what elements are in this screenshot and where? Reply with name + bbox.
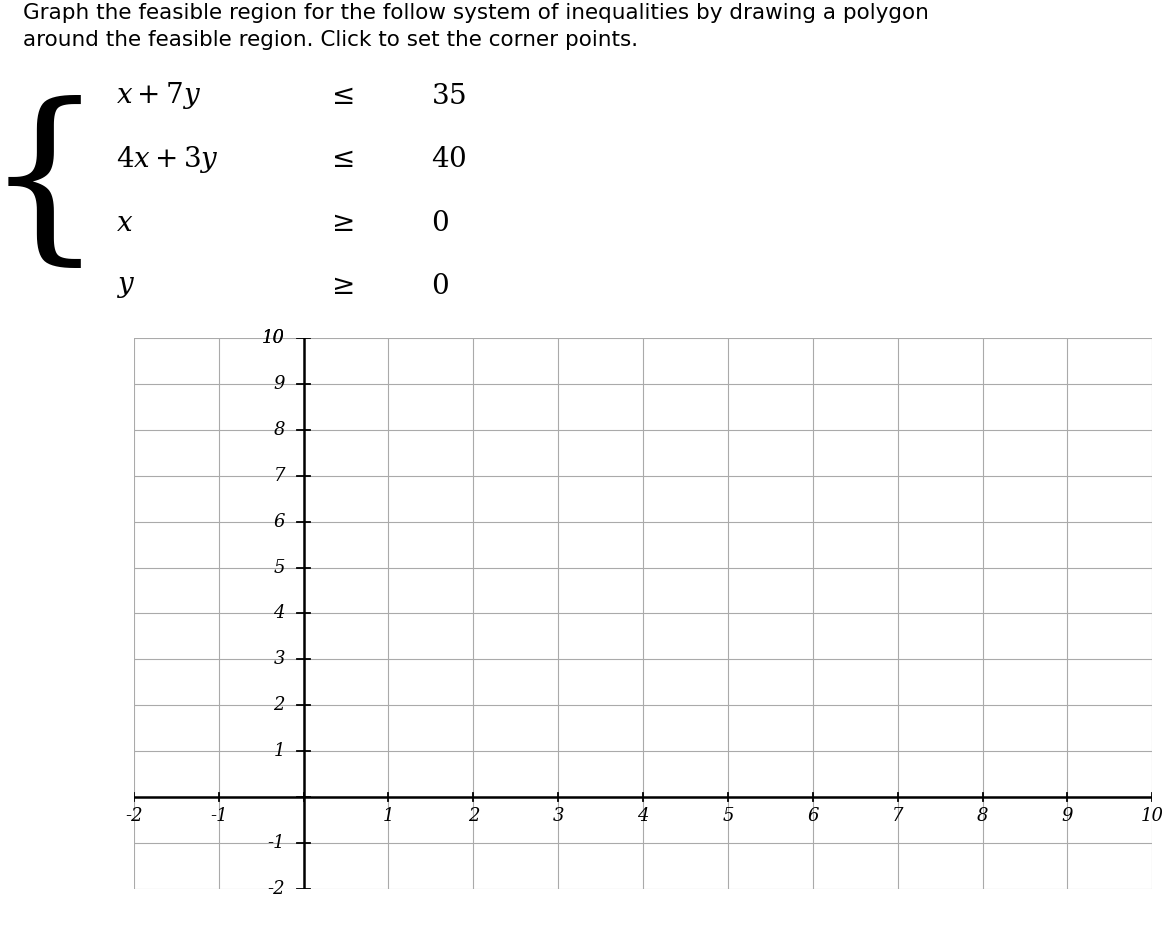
Text: 6: 6: [807, 807, 818, 825]
Text: 1: 1: [274, 743, 285, 760]
Text: -2: -2: [125, 807, 143, 825]
Text: $\geq$: $\geq$: [326, 272, 354, 300]
Text: $\leq$: $\leq$: [326, 81, 354, 110]
Text: {: {: [0, 94, 104, 276]
Text: 10: 10: [262, 329, 285, 347]
Text: 9: 9: [1062, 807, 1073, 825]
Text: 4: 4: [274, 605, 285, 622]
Text: $0$: $0$: [431, 272, 448, 300]
Text: $y$: $y$: [116, 272, 135, 300]
Text: -1: -1: [210, 807, 227, 825]
Text: 6: 6: [274, 513, 285, 531]
Text: 4: 4: [638, 807, 648, 825]
Text: $35$: $35$: [431, 81, 466, 110]
Text: 2: 2: [274, 696, 285, 714]
Text: -1: -1: [268, 834, 285, 852]
Text: 3: 3: [274, 650, 285, 669]
Text: 2: 2: [468, 807, 480, 825]
Text: Graph the feasible region for the follow system of inequalities by drawing a pol: Graph the feasible region for the follow…: [23, 4, 929, 50]
Text: $x + 7y$: $x + 7y$: [116, 81, 201, 111]
Text: 8: 8: [977, 807, 988, 825]
Text: $4x + 3y$: $4x + 3y$: [116, 144, 219, 175]
Text: -2: -2: [268, 880, 285, 898]
Text: 10: 10: [1141, 807, 1164, 825]
Text: 1: 1: [383, 807, 395, 825]
Text: $\leq$: $\leq$: [326, 145, 354, 173]
Text: 5: 5: [722, 807, 733, 825]
Text: 5: 5: [274, 558, 285, 577]
Text: 7: 7: [892, 807, 903, 825]
Text: 3: 3: [553, 807, 565, 825]
Text: 7: 7: [274, 467, 285, 484]
Text: $x$: $x$: [116, 208, 134, 237]
Text: $\geq$: $\geq$: [326, 208, 354, 237]
Text: $40$: $40$: [431, 145, 467, 173]
Text: 10: 10: [262, 329, 285, 347]
Text: 8: 8: [274, 420, 285, 439]
Text: $0$: $0$: [431, 208, 448, 237]
Text: 9: 9: [274, 375, 285, 393]
